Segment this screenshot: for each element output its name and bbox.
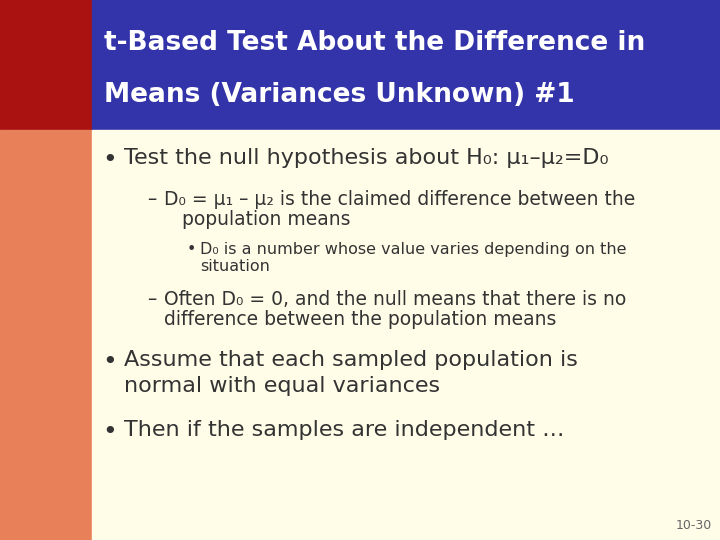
Text: Then if the samples are independent …: Then if the samples are independent … (124, 420, 564, 440)
Text: Assume that each sampled population is: Assume that each sampled population is (124, 350, 578, 370)
Bar (0, 130, 92, 540)
Text: Test the null hypothesis about H₀: μ₁–μ₂=D₀: Test the null hypothesis about H₀: μ₁–μ₂… (124, 148, 608, 168)
Text: •: • (187, 242, 197, 257)
Text: –: – (147, 290, 156, 309)
Text: normal with equal variances: normal with equal variances (124, 376, 440, 396)
Text: Often D₀ = 0, and the null means that there is no: Often D₀ = 0, and the null means that th… (164, 290, 626, 309)
Bar (92, 0, 720, 130)
Text: population means: population means (182, 210, 351, 229)
Text: Means (Variances Unknown) #1: Means (Variances Unknown) #1 (104, 82, 575, 108)
Text: D₀ is a number whose value varies depending on the: D₀ is a number whose value varies depend… (200, 242, 626, 257)
Text: 10-30: 10-30 (676, 519, 712, 532)
Text: difference between the population means: difference between the population means (164, 310, 557, 329)
Text: •: • (102, 420, 117, 444)
Text: t-Based Test About the Difference in: t-Based Test About the Difference in (104, 30, 645, 56)
Text: •: • (102, 148, 117, 172)
Text: D₀ = μ₁ – μ₂ is the claimed difference between the: D₀ = μ₁ – μ₂ is the claimed difference b… (164, 190, 635, 209)
Text: –: – (147, 190, 156, 209)
Text: situation: situation (200, 259, 270, 274)
Text: •: • (102, 350, 117, 374)
Bar (92, 130, 720, 540)
Bar (0, 0, 92, 130)
